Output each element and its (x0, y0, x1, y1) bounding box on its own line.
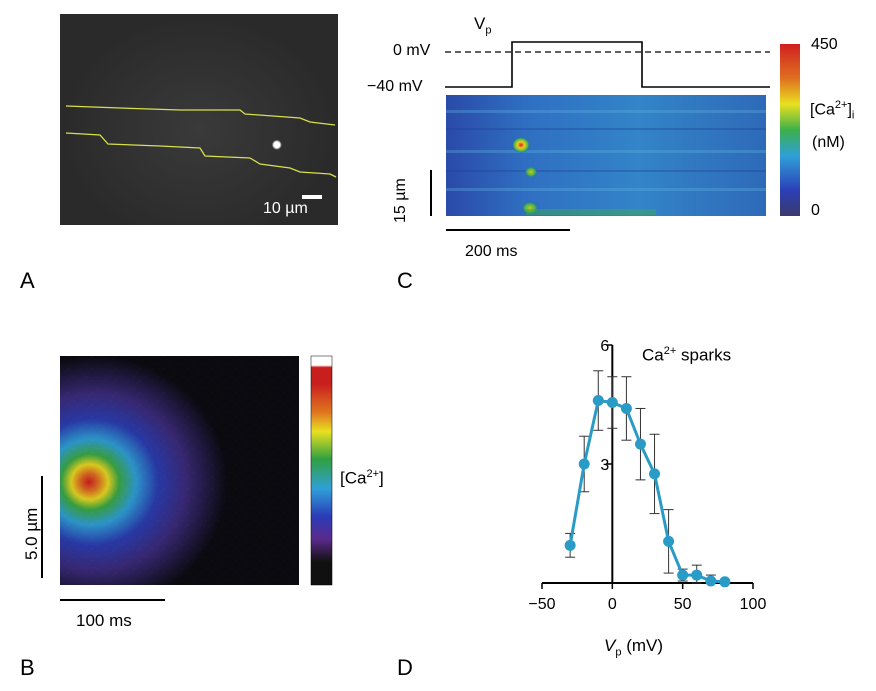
vp-label: Vp (474, 14, 491, 36)
panel-d-title-base: Ca (642, 345, 664, 365)
panel-d-xlabel-sub: p (615, 646, 622, 659)
data-point (634, 438, 646, 450)
panel-b-horizontal-scale-label: 100 ms (76, 611, 132, 630)
linescan-image (446, 95, 766, 216)
colorbar-label-sub: i (851, 109, 855, 122)
data-point (663, 535, 675, 547)
spark-1 (512, 137, 530, 153)
colorbar-label-base: [Ca (810, 101, 835, 119)
panel-letter-d: D (397, 655, 413, 680)
cell-outline (65, 105, 337, 199)
panel-b-colorbar-label-end: ] (379, 468, 384, 488)
colorbar-max: 450 (811, 36, 838, 53)
data-point (677, 569, 689, 581)
panel-a-image: 10 µm (60, 14, 338, 225)
panel-d-chart: −50 0 50 100 3 6 (528, 338, 766, 613)
panel-b-svg (41, 355, 333, 601)
data-point (649, 468, 661, 480)
panel-letter-b: B (20, 655, 35, 680)
panel-c-svg (430, 41, 800, 231)
series-line (568, 398, 725, 584)
data-point (620, 402, 632, 414)
y-tick-label: 6 (600, 338, 609, 355)
voltage-step (445, 41, 770, 88)
panel-b-vertical-scale-label: 5.0 µm (22, 507, 41, 560)
panel-d-xlabel: Vp (mV) (604, 636, 663, 658)
data-point (606, 397, 618, 409)
vp-label-base: V (474, 14, 486, 33)
y-tick-label: 3 (600, 457, 609, 474)
level-0-mv: 0 mV (393, 42, 431, 59)
colorbar-label: [Ca2+]i (810, 99, 854, 122)
colorbar-units: (nM) (812, 134, 845, 151)
panel-b-colorbar-label-base: [Ca (340, 468, 367, 488)
data-point (719, 576, 731, 588)
panel-letter-a: A (20, 268, 35, 293)
scale-bar (302, 195, 322, 199)
data-point (691, 569, 703, 581)
panel-b-colorbar-label-sup: 2+ (366, 468, 380, 480)
panel-letter-c: C (397, 268, 413, 293)
x-tick-label: 50 (674, 596, 692, 613)
panel-d-points (564, 395, 731, 588)
level-neg40-mv: −40 mV (367, 78, 423, 95)
x-tick-label: 0 (608, 596, 617, 613)
colorbar-min: 0 (811, 202, 820, 219)
data-point (705, 575, 717, 587)
panel-d-error-bars (565, 370, 730, 584)
panel-d-title-sup: 2+ (663, 345, 677, 357)
vp-label-sub: p (485, 24, 492, 37)
data-point (564, 539, 576, 551)
panel-c-horizontal-scale-label: 200 ms (465, 243, 518, 260)
linescan-texture (446, 110, 766, 191)
panel-b-spark (60, 356, 299, 585)
panel-d-axes (541, 344, 754, 589)
panel-a-scale-label: 10 µm (263, 200, 308, 217)
panel-d-tick-labels: −50 0 50 100 3 6 (528, 338, 766, 613)
panel-c-vertical-scale-label: 15 µm (392, 178, 409, 223)
panel-b-colorbar (310, 355, 333, 586)
panel-c-colorbar (780, 44, 800, 216)
panel-d-xlabel-units: (mV) (621, 636, 664, 655)
x-tick-label: −50 (528, 596, 555, 613)
panel-d-title: Ca2+ sparks (642, 345, 731, 366)
colorbar-label-sup: 2+ (834, 99, 848, 111)
data-point (578, 458, 590, 470)
panel-d-title-end: sparks (676, 345, 732, 365)
spark-2 (524, 166, 538, 178)
data-point (592, 395, 604, 407)
colorbar-label-close: ] (847, 101, 852, 119)
cell-outline-bottom (65, 132, 337, 178)
panel-d-xlabel-italic: V (604, 636, 616, 655)
x-tick-label: 100 (740, 596, 767, 613)
cell-outline-top (65, 105, 336, 126)
spark-3-tail (526, 209, 656, 215)
panel-b-colorbar-label: [Ca2+] (340, 468, 384, 489)
spark-3 (521, 201, 539, 215)
panel-d-series-line (568, 398, 725, 584)
